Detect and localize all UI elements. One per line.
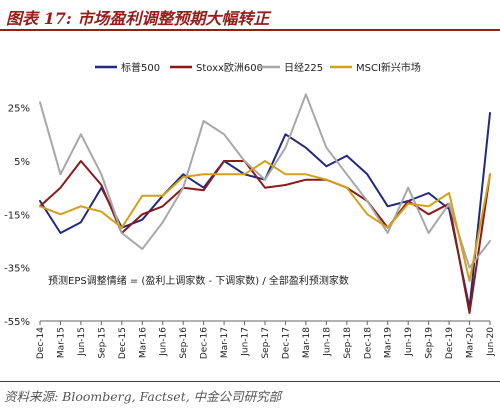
y-tick-label-0: 25%	[8, 104, 30, 115]
series-line-2	[39, 93, 491, 269]
x-tick-label-16: Dec-18	[363, 327, 373, 359]
x-tick-label-12: Dec-17	[281, 327, 291, 359]
legend-label-1: Stoxx欧洲600	[196, 62, 263, 74]
y-tick-label-4: -55%	[4, 317, 30, 328]
title-rule	[0, 29, 500, 31]
source-rule	[0, 381, 500, 382]
legend: 标普500 Stoxx欧洲600 日经225 MSCI新兴市场	[95, 61, 421, 74]
x-tick-label-9: Mar-17	[220, 327, 230, 358]
line-chart: 标普500 Stoxx欧洲600 日经225 MSCI新兴市场 25% 5% -15% -3…	[4, 61, 496, 359]
x-tick-label-0: Dec-14	[36, 327, 46, 359]
x-tick-label-6: Jun-16	[159, 327, 169, 357]
legend-label-3: MSCI新兴市场	[356, 61, 421, 74]
x-tick-label-4: Dec-15	[118, 327, 128, 359]
series-line-3	[39, 160, 491, 282]
x-tick-label-2: Jun-15	[77, 327, 87, 357]
chart-title: 图表 17: 市场盈利调整预期大幅转正	[6, 9, 270, 28]
x-tick-label-1: Mar-15	[56, 327, 66, 358]
annotation-note: 预测EPS调整情绪 = (盈利上调家数 - 下调家数) / 全部盈利预测家数	[48, 274, 349, 287]
legend-label-2: 日经225	[284, 61, 323, 74]
series-layer	[39, 93, 491, 314]
x-tick-label-3: Sep-15	[97, 327, 107, 359]
series-line-1	[39, 160, 491, 314]
x-tick-label-20: Dec-19	[445, 327, 455, 359]
x-tick-label-18: Jun-19	[404, 327, 414, 357]
x-tick-label-15: Sep-18	[343, 327, 353, 359]
y-tick-label-1: 5%	[14, 157, 30, 168]
y-tick-label-2: -15%	[4, 210, 30, 221]
legend-label-0: 标普500	[121, 61, 160, 74]
x-tick-label-11: Sep-17	[261, 327, 271, 359]
x-tick-label-17: Mar-19	[384, 327, 394, 358]
x-tick-label-10: Jun-17	[241, 327, 251, 357]
x-tick-label-19: Sep-19	[425, 327, 435, 359]
x-tick-label-21: Mar-20	[466, 327, 476, 358]
x-tick-label-13: Mar-18	[302, 327, 312, 358]
x-tick-label-22: Jun-20	[486, 327, 496, 357]
x-tick-label-8: Dec-16	[200, 327, 210, 359]
x-tick-label-7: Sep-16	[179, 327, 189, 359]
y-tick-label-3: -35%	[4, 264, 30, 275]
x-tick-label-14: Jun-18	[322, 327, 332, 357]
axes: 25% 5% -15% -35% -55% Dec-14 Mar-15 Jun-15 Sep-1…	[4, 104, 496, 359]
title-bar: 图表 17: 市场盈利调整预期大幅转正	[0, 0, 500, 31]
source-note: 资料来源: Bloomberg, Factset, 中金公司研究部	[4, 389, 282, 404]
x-tick-label-5: Mar-16	[138, 327, 148, 358]
